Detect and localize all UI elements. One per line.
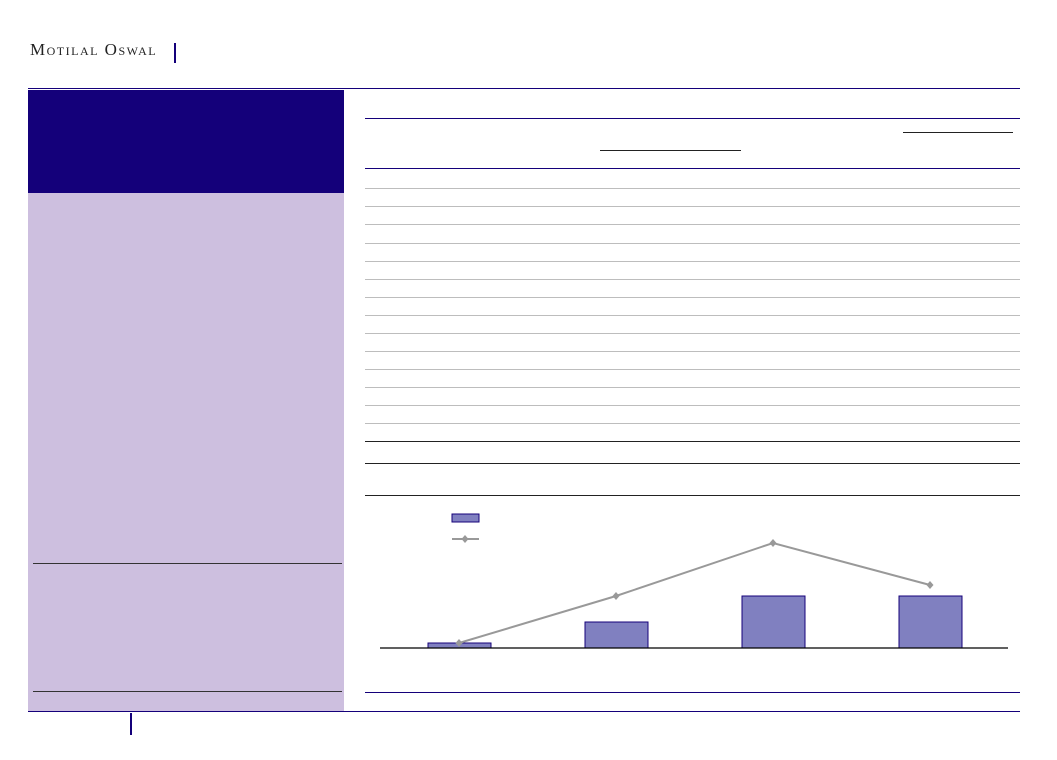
sidebar-divider [33,691,342,692]
line-point [926,581,934,589]
footer-rule [28,711,1020,712]
table-bottom-rule [365,463,1020,464]
chart-top-rule [365,495,1020,496]
table-row-rule [365,279,1020,280]
top-rule [28,88,1020,89]
table-row-rule [365,206,1020,207]
table-row-rule [365,405,1020,406]
table-row-rule [365,423,1020,424]
table-row-rule [365,297,1020,298]
sidebar-panel [28,193,344,711]
bar-line-chart [380,513,1008,649]
line-series [458,541,931,644]
table-row-rule [365,243,1020,244]
company-logo: Motilal Oswal [30,40,158,59]
table-row-rule [365,224,1020,225]
table-top-rule [365,118,1020,119]
column-group-underline [600,150,741,151]
table-row-rule [365,351,1020,352]
table-row-rule [365,333,1020,334]
bar [898,595,963,649]
table-header-rule [365,168,1020,169]
table-row-rule [365,387,1020,388]
line-point [612,592,620,600]
chart-bottom-rule [365,692,1020,693]
table-row-rule [365,261,1020,262]
table-row-rule [365,369,1020,370]
bar [584,621,649,649]
table-row-rule [365,315,1020,316]
footer-divider [130,713,132,735]
header-divider [174,43,176,63]
legend-bar-swatch [451,513,480,523]
sidebar-divider [33,563,342,564]
bar [741,595,806,649]
column-group-underline [903,132,1013,133]
table-row-rule [365,188,1020,189]
line-point [769,539,777,547]
table-total-rule [365,441,1020,442]
legend-line-marker [461,535,469,543]
sidebar-header-block [28,90,344,193]
line-point [455,639,463,647]
